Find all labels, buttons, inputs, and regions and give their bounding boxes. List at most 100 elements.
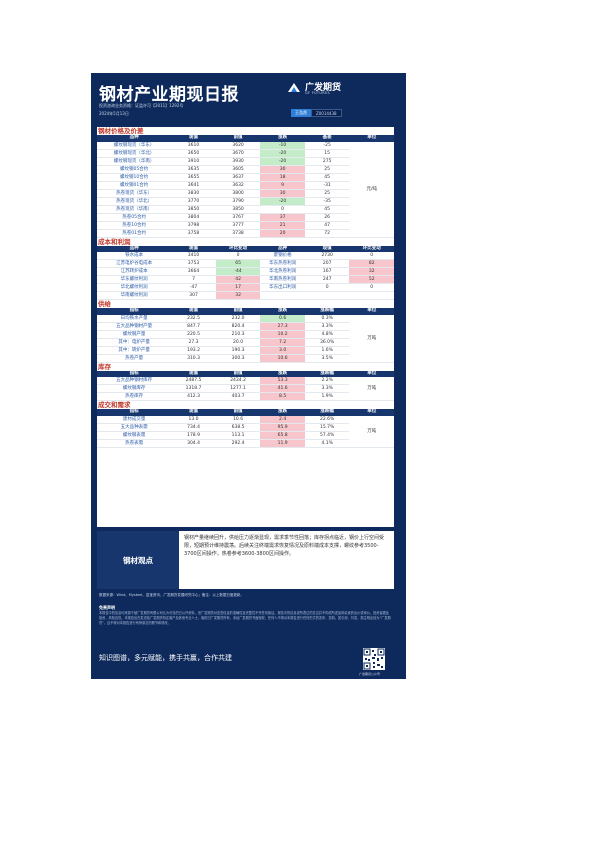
cell-chg: 0.6: [260, 314, 305, 323]
table-row: 热卷10合约 3798 3777 21 47: [97, 221, 394, 230]
table-row: 建材成交量 13.0 10.6 2.4 22.6% 万吨: [97, 415, 394, 448]
row-label: 华东出口利润: [260, 283, 305, 292]
cell-pct: 22.6%: [304, 415, 350, 424]
table-row: 螺纹钢表需 178.9 113.1 65.8 57.4%: [97, 431, 394, 440]
table-row: 热卷01合约 3758 3738 20 72: [97, 229, 394, 238]
cell-cur: 3635: [171, 165, 216, 174]
qr-code-icon: [363, 648, 385, 670]
cell-prev: 2434.2: [215, 377, 261, 385]
cell-prev: 3800: [215, 189, 261, 198]
cell-cur: 3770: [171, 197, 216, 206]
cell-basis: -31: [304, 181, 350, 190]
row-label: 螺纹钢05合约: [97, 165, 172, 174]
cell-basis: 275: [304, 157, 350, 166]
table-row: 日均铁水产量 232.5 232.0 0.6 0.3% 万吨: [97, 314, 394, 363]
section-title-demand: 成交和需求: [98, 401, 131, 409]
row-label: 螺纹钢表需: [97, 431, 172, 440]
table-row: 热卷现货（华南） 3850 3850 0 45: [97, 205, 394, 214]
cell-chg: 2.4: [260, 415, 305, 424]
analyst-badge: 王浩然 Z0014438: [291, 109, 342, 117]
cell-chg: 32: [215, 291, 261, 300]
prices-table: 品种 现值 前值 涨跌 基差 单位 螺纹钢现货（华东） 3610 3620 -10 -25 元/吨螺…: [97, 135, 394, 238]
row-label: 热卷01合约: [97, 229, 172, 238]
cell-chg: 0: [215, 252, 261, 260]
row-label: 江苏电炉谷电成本: [97, 259, 172, 268]
unit-cell: 元/吨: [349, 141, 394, 238]
row-label: 华东热卷利润: [260, 259, 305, 268]
row-label: 五大品种钢材产量: [97, 322, 172, 331]
cell-cur: 207: [304, 259, 350, 268]
column-header: 指标: [97, 409, 172, 416]
table-row: 热卷库存 412.3 403.7 8.5 1.9%: [97, 392, 394, 401]
cell-prev: 820.4: [215, 322, 261, 331]
cell-pct: 15.7%: [304, 423, 350, 432]
cell-chg: 8.5: [260, 392, 305, 401]
column-header: 指标: [97, 370, 172, 377]
footer-slogan: 知识图谱，多元赋能，携手共赢，合作共建: [99, 654, 232, 662]
table-row: 华南螺纹利润 307 32: [97, 291, 394, 300]
cell-cur: 7: [171, 275, 216, 284]
unit-cell: 万吨: [349, 377, 394, 401]
table-row: 铁水成本 3410 0 废钢价格 2730 0: [97, 252, 394, 260]
cell-cur: 193.2: [171, 346, 216, 355]
cell-cur: 3850: [171, 205, 216, 214]
cell-pct: 3.5%: [304, 354, 350, 363]
cell-pct: 4.1%: [304, 439, 350, 448]
column-header: 现值: [171, 135, 216, 142]
cell-chg: 0: [349, 252, 394, 260]
cell-chg: 82: [349, 259, 394, 268]
qr-caption: 广发期货公众号: [359, 672, 381, 676]
cell-cur: 3410: [171, 252, 216, 260]
cell-pct: 3.3%: [304, 322, 350, 331]
license-note: 投资咨询业务资格：证监许可【2011】1292号: [99, 103, 184, 108]
row-label: 热卷10合约: [97, 221, 172, 230]
cell-cur: [304, 291, 350, 300]
cell-cur: 412.3: [171, 392, 216, 401]
cell-cur: 1318.7: [171, 384, 216, 393]
column-header: 品种: [97, 245, 172, 252]
cell-chg: -20: [260, 149, 305, 158]
column-header: 现值: [171, 409, 216, 416]
cell-cur: 3910: [171, 157, 216, 166]
cell-chg: [349, 291, 394, 300]
cell-basis: 45: [304, 173, 350, 182]
cell-basis: 25: [304, 189, 350, 198]
column-header: 单位: [349, 135, 394, 142]
cell-cur: 847.7: [171, 322, 216, 331]
cell-prev: 3930: [215, 157, 261, 166]
cell-cur: 247: [304, 275, 350, 284]
logo-text-en: GF FUTURES: [305, 91, 330, 95]
cell-chg: 17: [215, 283, 261, 292]
report-title: 钢材产业期现日报: [99, 85, 239, 105]
row-label: 热卷现货（华东）: [97, 189, 172, 198]
column-header: 现值: [304, 245, 350, 252]
demand-table: 指标 现值 前值 涨跌 涨跌幅 单位 建材成交量 13.0 10.6 2.4 22.6% 万吨 五大品…: [97, 409, 394, 448]
cell-chg: 0: [349, 283, 394, 292]
row-label: 华北螺纹利润: [97, 283, 172, 292]
cell-pct: 0.3%: [304, 314, 350, 323]
column-header: 涨跌: [260, 135, 305, 142]
table-row: 其中：转炉产量 193.2 190.3 3.0 1.6%: [97, 346, 394, 355]
cell-cur: -47: [171, 283, 216, 292]
row-label: 华南热卷利润: [260, 275, 305, 284]
cell-basis: -35: [304, 197, 350, 206]
cell-chg: -44: [215, 267, 261, 276]
analyst-name: 王浩然: [291, 109, 311, 117]
supply-table: 指标 现值 前值 涨跌 涨跌幅 单位 日均铁水产量 232.5 232.0 0.6 0.3% 万吨五…: [97, 308, 394, 363]
row-label: 废钢价格: [260, 252, 305, 260]
cell-chg: 9: [260, 181, 305, 190]
column-header: 基差: [304, 135, 350, 142]
table-row: 热卷表需 304.4 292.4 11.9 4.1%: [97, 439, 394, 448]
table-row: 其中：电炉产量 27.3 20.0 7.2 36.0%: [97, 338, 394, 347]
cell-pct: 1.9%: [304, 392, 350, 401]
row-label: 螺纹钢现货（华东）: [97, 141, 172, 150]
column-header: 涨跌: [260, 308, 305, 315]
cell-prev: 210.3: [215, 330, 261, 339]
cell-pct: 1.6%: [304, 346, 350, 355]
cell-chg: 10.2: [260, 330, 305, 339]
cell-prev: 3670: [215, 149, 261, 158]
cell-cur: 3804: [171, 213, 216, 222]
cell-prev: 3777: [215, 221, 261, 230]
table-row: 螺纹钢10合约 3655 3637 18 45: [97, 173, 394, 182]
column-header: 品种: [260, 245, 305, 252]
